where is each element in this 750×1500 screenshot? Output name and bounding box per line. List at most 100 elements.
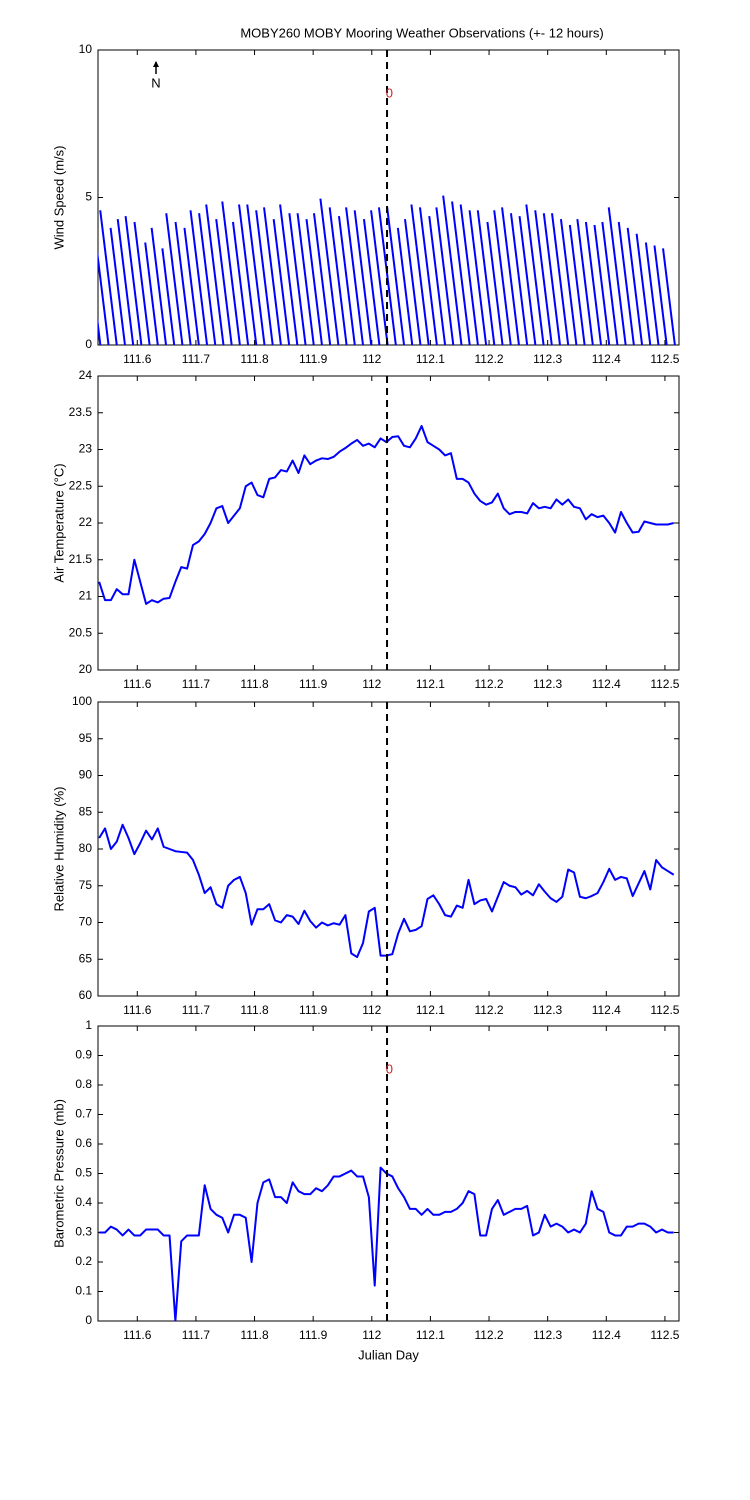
wind-stick (312, 213, 332, 345)
x-tick-label: 111.8 (240, 677, 269, 691)
y-axis-label: Wind Speed (m/s) (51, 145, 66, 249)
wind-stick (124, 216, 143, 345)
north-label: N (151, 75, 160, 90)
y-tick-label: 0.6 (75, 1136, 92, 1150)
wind-stick (551, 213, 570, 345)
wind-stick (601, 221, 619, 345)
y-tick-label: 24 (79, 368, 93, 382)
wind-stick (99, 210, 118, 345)
wind-stick (183, 227, 200, 345)
wind-stick (476, 210, 496, 345)
x-tick-label: 111.9 (299, 1003, 328, 1017)
x-tick-label: 112.5 (650, 352, 679, 366)
x-tick-label: 112.4 (592, 1328, 621, 1342)
wind-stick (534, 210, 553, 345)
wind-stick (559, 218, 578, 345)
wind-stick (255, 210, 274, 345)
wind-stick (337, 216, 356, 345)
y-tick-label: 90 (79, 768, 93, 782)
wind-stick (353, 210, 373, 345)
wind-stick (238, 204, 258, 345)
wind-stick (328, 207, 348, 345)
plot-area (98, 195, 676, 345)
wind-stick (501, 207, 520, 345)
wind-stick (215, 218, 233, 345)
y-tick-label: 70 (79, 915, 93, 929)
wind-stick (205, 204, 225, 345)
wind-stick (272, 218, 291, 345)
x-tick-label: 112 (362, 677, 381, 691)
x-tick-label: 112.1 (416, 677, 445, 691)
plot-frame (97, 701, 680, 997)
x-tick-label: 112.4 (592, 1003, 621, 1017)
wind-stick (662, 248, 676, 345)
panel: 60 65 70 75 80 85 90 95 100 111.6 111.7 111.8 111.9 1… (51, 694, 679, 1017)
wind-stick (150, 227, 168, 345)
x-axis-label: Julian Day (358, 1347, 419, 1362)
wind-stick (198, 213, 217, 345)
wind-stick (486, 221, 504, 345)
annotation: 0 (386, 86, 393, 101)
y-tick-label: 100 (72, 694, 92, 708)
x-tick-label: 112.1 (416, 1003, 445, 1017)
wind-stick (635, 233, 652, 345)
x-tick-label: 112.1 (416, 352, 445, 366)
x-tick-label: 111.7 (182, 352, 211, 366)
x-tick-label: 112.5 (650, 677, 679, 691)
wind-stick (231, 221, 250, 345)
wind-stick (246, 204, 266, 345)
y-tick-label: 0 (85, 1313, 92, 1327)
x-tick-label: 112.2 (474, 1328, 503, 1342)
y-tick-label: 23.5 (69, 405, 93, 419)
wind-stick (189, 210, 209, 345)
wind-stick (607, 207, 627, 345)
wind-stick (98, 250, 110, 345)
x-tick-label: 111.7 (182, 677, 211, 691)
wind-stick (653, 245, 668, 345)
x-tick-label: 111.7 (182, 1328, 211, 1342)
x-tick-label: 112.3 (533, 1328, 562, 1342)
annotation: 0 (386, 1062, 393, 1077)
x-tick-label: 111.8 (240, 352, 269, 366)
wind-stick (345, 207, 364, 345)
y-tick-label: 80 (79, 841, 93, 855)
wind-stick (165, 213, 184, 345)
wind-stick (428, 216, 447, 345)
wind-stick (617, 221, 635, 345)
x-tick-label: 112 (362, 1328, 381, 1342)
wind-stick (221, 201, 241, 345)
y-tick-label: 75 (79, 878, 93, 892)
wind-stick (396, 227, 414, 345)
wind-stick (161, 248, 176, 345)
x-tick-label: 112 (362, 352, 381, 366)
wind-stick (435, 207, 455, 345)
wind-stick (263, 207, 282, 345)
wind-stick (116, 218, 135, 345)
wind-stick (418, 207, 438, 345)
x-tick-label: 112.2 (474, 677, 503, 691)
x-tick-label: 111.6 (123, 1328, 152, 1342)
y-tick-label: 95 (79, 731, 93, 745)
wind-stick (525, 204, 545, 345)
y-tick-label: 0.7 (75, 1107, 92, 1121)
wind-stick (305, 218, 323, 345)
wind-stick (518, 216, 537, 345)
x-tick-label: 112.3 (533, 677, 562, 691)
panel: 0 0.1 0.2 0.3 0.4 0.5 0.6 0.7 0.8 0.9 1 111.6 111.7 1… (51, 1018, 679, 1362)
y-tick-label: 0.1 (75, 1284, 92, 1298)
y-tick-label: 0.4 (75, 1195, 92, 1209)
x-tick-label: 112.5 (650, 1328, 679, 1342)
north-arrow-head (153, 61, 159, 67)
y-tick-label: 20.5 (69, 625, 93, 639)
wind-stick (410, 204, 430, 345)
chart-title: MOBY260 MOBY Mooring Weather Observation… (240, 25, 603, 40)
y-tick-label: 0.3 (75, 1225, 92, 1239)
y-axis-label: Barometric Pressure (mb) (51, 1099, 66, 1248)
x-tick-label: 111.6 (123, 1003, 152, 1017)
x-tick-label: 111.6 (123, 352, 152, 366)
wind-stick (542, 213, 561, 345)
x-tick-label: 112.3 (533, 352, 562, 366)
wind-stick (370, 210, 389, 345)
y-tick-label: 65 (79, 951, 93, 965)
y-tick-label: 85 (79, 804, 93, 818)
